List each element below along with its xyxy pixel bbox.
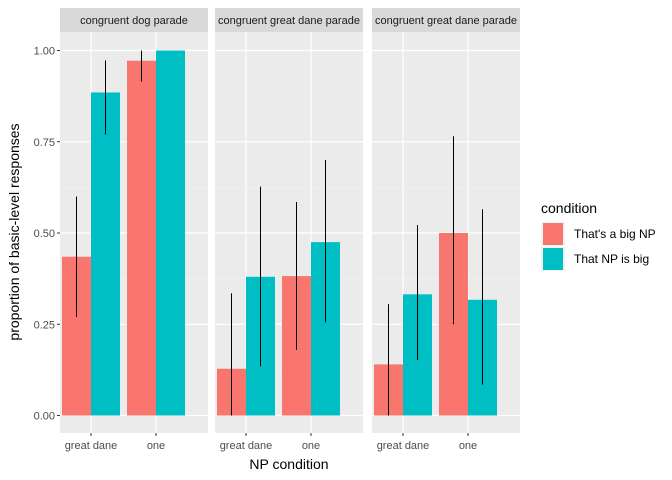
facet-panels: congruent dog parade congruent great dane… — [60, 8, 520, 433]
legend-label: That's a big NP — [574, 227, 656, 241]
bar-that-np-is-big — [156, 50, 185, 416]
legend: That's a big NP That NP is big — [541, 222, 656, 271]
facet-strip-label: congruent dog parade — [80, 15, 188, 27]
legend-title: condition — [541, 200, 597, 216]
facet-panel-3: congruent great dane parade — [372, 8, 520, 433]
x-tick-label: one — [147, 440, 165, 452]
bar-that-np-is-big — [91, 92, 120, 416]
y-tick-label: 1.00 — [34, 46, 55, 58]
facet-strip-label: congruent great dane parade — [218, 15, 360, 27]
x-axis-ticks: great dane one great dane one great dane one — [65, 433, 477, 452]
facet-strip-label: congruent great dane parade — [375, 15, 517, 27]
y-tick-label: 0.25 — [34, 319, 55, 331]
y-tick-label: 0.50 — [34, 228, 55, 240]
y-axis-title: proportion of basic-level responses — [6, 123, 22, 340]
bar-thats-a-big-np — [127, 60, 156, 416]
facet-strip — [372, 8, 520, 32]
x-tick-label: great dane — [220, 440, 273, 452]
x-axis-title: NP condition — [249, 456, 328, 472]
x-tick-label: one — [459, 440, 477, 452]
legend-swatch — [543, 223, 563, 245]
x-tick-label: one — [302, 440, 320, 452]
facet-strip — [215, 8, 363, 32]
facet-panel-2: congruent great dane parade — [215, 8, 363, 433]
x-tick-label: great dane — [65, 440, 118, 452]
facet-panel-1: congruent dog parade — [60, 8, 208, 433]
facet-strip — [60, 8, 208, 32]
legend-swatch — [543, 248, 563, 270]
x-tick-label: great dane — [377, 440, 430, 452]
y-tick-label: 0.75 — [34, 137, 55, 149]
legend-label: That NP is big — [574, 252, 649, 266]
y-tick-label: 0.00 — [34, 411, 55, 423]
y-axis-ticks: 0.00 0.25 0.50 0.75 1.00 — [34, 46, 60, 423]
